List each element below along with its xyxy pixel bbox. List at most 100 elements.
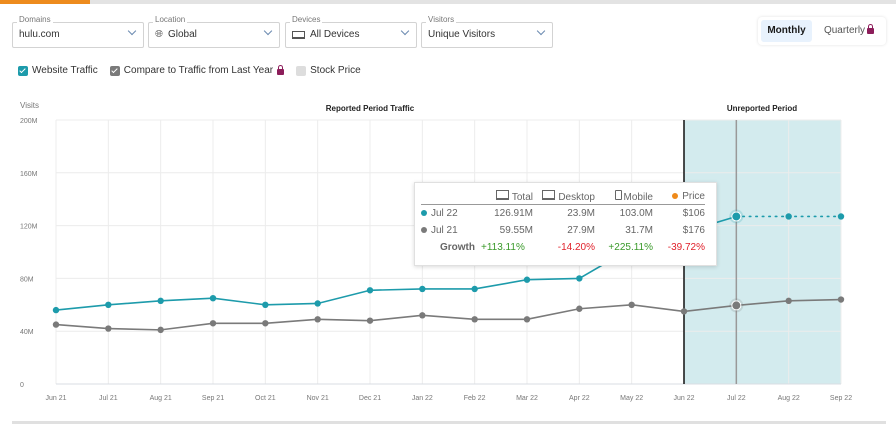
data-point — [680, 308, 688, 315]
data-point — [419, 312, 426, 319]
tooltip-header-desktop: Desktop — [533, 189, 595, 205]
y-tick-label: 120M — [20, 224, 38, 231]
desktop-value: 27.9M — [567, 225, 595, 236]
globe-icon: 🌐︎ — [155, 29, 163, 40]
visitors-select[interactable]: Visitors Unique Visitors — [421, 15, 553, 48]
x-tick-label: Jul 21 — [99, 395, 118, 402]
domains-label: Domains — [17, 15, 53, 24]
data-point — [314, 316, 321, 323]
data-point — [314, 300, 321, 307]
x-tick-label: Sep 22 — [830, 395, 852, 402]
compare-last-year-label: Compare to Traffic from Last Year — [123, 65, 274, 76]
x-tick-label: Nov 21 — [307, 395, 329, 402]
data-point — [837, 213, 845, 220]
data-point — [628, 301, 635, 308]
quarterly-button[interactable]: Quarterly — [816, 20, 882, 42]
domains-select[interactable]: Domains hulu.com — [12, 15, 144, 48]
data-point — [105, 301, 112, 308]
reported-period-label: Reported Period Traffic — [326, 104, 415, 113]
total-value: 59.55M — [499, 225, 533, 236]
series-line-last-year — [55, 298, 842, 331]
data-point — [366, 317, 374, 324]
location-select[interactable]: Location 🌐︎ Global — [148, 15, 280, 48]
divider — [12, 421, 886, 424]
devices-value: All Devices — [310, 29, 360, 40]
stock-price-checkbox[interactable]: Stock Price — [296, 65, 361, 76]
desktop-value: 23.9M — [567, 208, 595, 219]
unreported-period-label: Unreported Period — [727, 104, 797, 113]
progress-fill — [0, 0, 90, 4]
growth-mobile: +225.11% — [608, 242, 653, 253]
price-dot-icon — [672, 193, 679, 200]
data-point — [262, 320, 269, 327]
y-tick-label: 200M — [20, 118, 38, 125]
mobile-value: 31.7M — [625, 225, 653, 236]
mobile-icon — [614, 190, 622, 200]
data-point — [157, 297, 164, 305]
tooltip-row-previous: Jul 21 59.55M 27.9M 31.7M $176 — [421, 222, 705, 239]
checkbox-checked-icon — [18, 65, 28, 76]
visitors-label: Visitors — [426, 15, 457, 24]
website-traffic-label: Website Traffic — [32, 65, 98, 76]
price-value: $106 — [682, 208, 705, 219]
devices-icon — [292, 30, 305, 39]
tooltip-header-mobile: Mobile — [595, 189, 653, 205]
y-tick-label: 40M — [20, 329, 34, 336]
data-point — [523, 316, 531, 323]
data-point — [262, 301, 269, 308]
price-value: $176 — [682, 225, 705, 236]
website-traffic-checkbox[interactable]: Website Traffic — [18, 65, 98, 76]
growth-desktop: -14.20% — [557, 242, 595, 253]
data-point — [366, 287, 374, 294]
monthly-button[interactable]: Monthly — [761, 20, 812, 42]
devices-icon — [495, 190, 509, 200]
growth-label: Growth — [440, 242, 475, 253]
data-point — [419, 285, 426, 293]
tooltip-header-total: Total — [481, 189, 533, 205]
lock-icon — [867, 24, 875, 35]
checkbox-unchecked-icon — [296, 65, 307, 76]
checkbox-checked-icon — [109, 65, 120, 76]
data-point — [52, 306, 60, 314]
data-point — [785, 213, 792, 220]
x-tick-label: May 22 — [620, 395, 643, 402]
y-axis-title: Visits — [20, 101, 39, 110]
x-tick-label: Sep 21 — [202, 395, 224, 402]
y-tick-label: 0 — [20, 382, 24, 389]
previous-series-dot-icon — [421, 227, 427, 234]
stock-price-label: Stock Price — [310, 65, 361, 76]
data-point — [837, 296, 845, 303]
desktop-icon — [542, 190, 556, 200]
growth-total: +113.11% — [481, 242, 525, 253]
data-point — [209, 320, 217, 327]
location-value: Global — [168, 29, 197, 40]
x-tick-label: Mar 22 — [516, 395, 538, 402]
lock-icon — [277, 64, 285, 75]
domains-value: hulu.com — [19, 29, 60, 40]
y-tick-label: 80M — [20, 276, 34, 283]
loading-progress-bar — [0, 0, 896, 4]
x-tick-label: Oct 21 — [255, 395, 276, 402]
data-point — [52, 321, 60, 328]
data-tooltip: Total Desktop Mobile Price Jul 22 126.91… — [414, 182, 717, 266]
tooltip-header-blank — [421, 189, 481, 205]
devices-select[interactable]: Devices All Devices — [285, 15, 417, 48]
y-tick-label: 160M — [20, 171, 38, 178]
data-point — [523, 276, 531, 283]
row-label: Jul 22 — [431, 208, 458, 219]
x-tick-label: Aug 21 — [150, 395, 172, 402]
data-point-highlighted — [731, 300, 742, 311]
x-tick-label: Feb 22 — [464, 395, 486, 402]
tooltip-row-growth: Growth +113.11% -14.20% +225.11% -39.72% — [421, 239, 705, 256]
data-point — [471, 316, 478, 323]
devices-label: Devices — [290, 15, 323, 24]
data-point — [157, 326, 164, 334]
compare-last-year-checkbox[interactable]: Compare to Traffic from Last Year — [109, 64, 285, 76]
data-point — [209, 295, 217, 302]
tooltip-row-current: Jul 22 126.91M 23.9M 103.0M $106 — [421, 205, 705, 223]
period-toggle: Monthly Quarterly — [758, 17, 886, 45]
total-value: 126.91M — [494, 208, 533, 219]
data-point — [105, 325, 112, 332]
x-tick-label: Aug 22 — [778, 395, 800, 402]
tooltip-header-price: Price — [653, 189, 705, 205]
